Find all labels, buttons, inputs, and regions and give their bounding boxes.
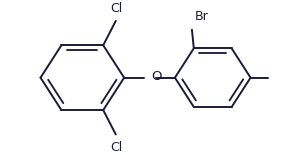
Text: Cl: Cl: [111, 2, 123, 15]
Text: O: O: [151, 70, 162, 83]
Text: Cl: Cl: [111, 141, 123, 154]
Text: Br: Br: [195, 11, 209, 24]
